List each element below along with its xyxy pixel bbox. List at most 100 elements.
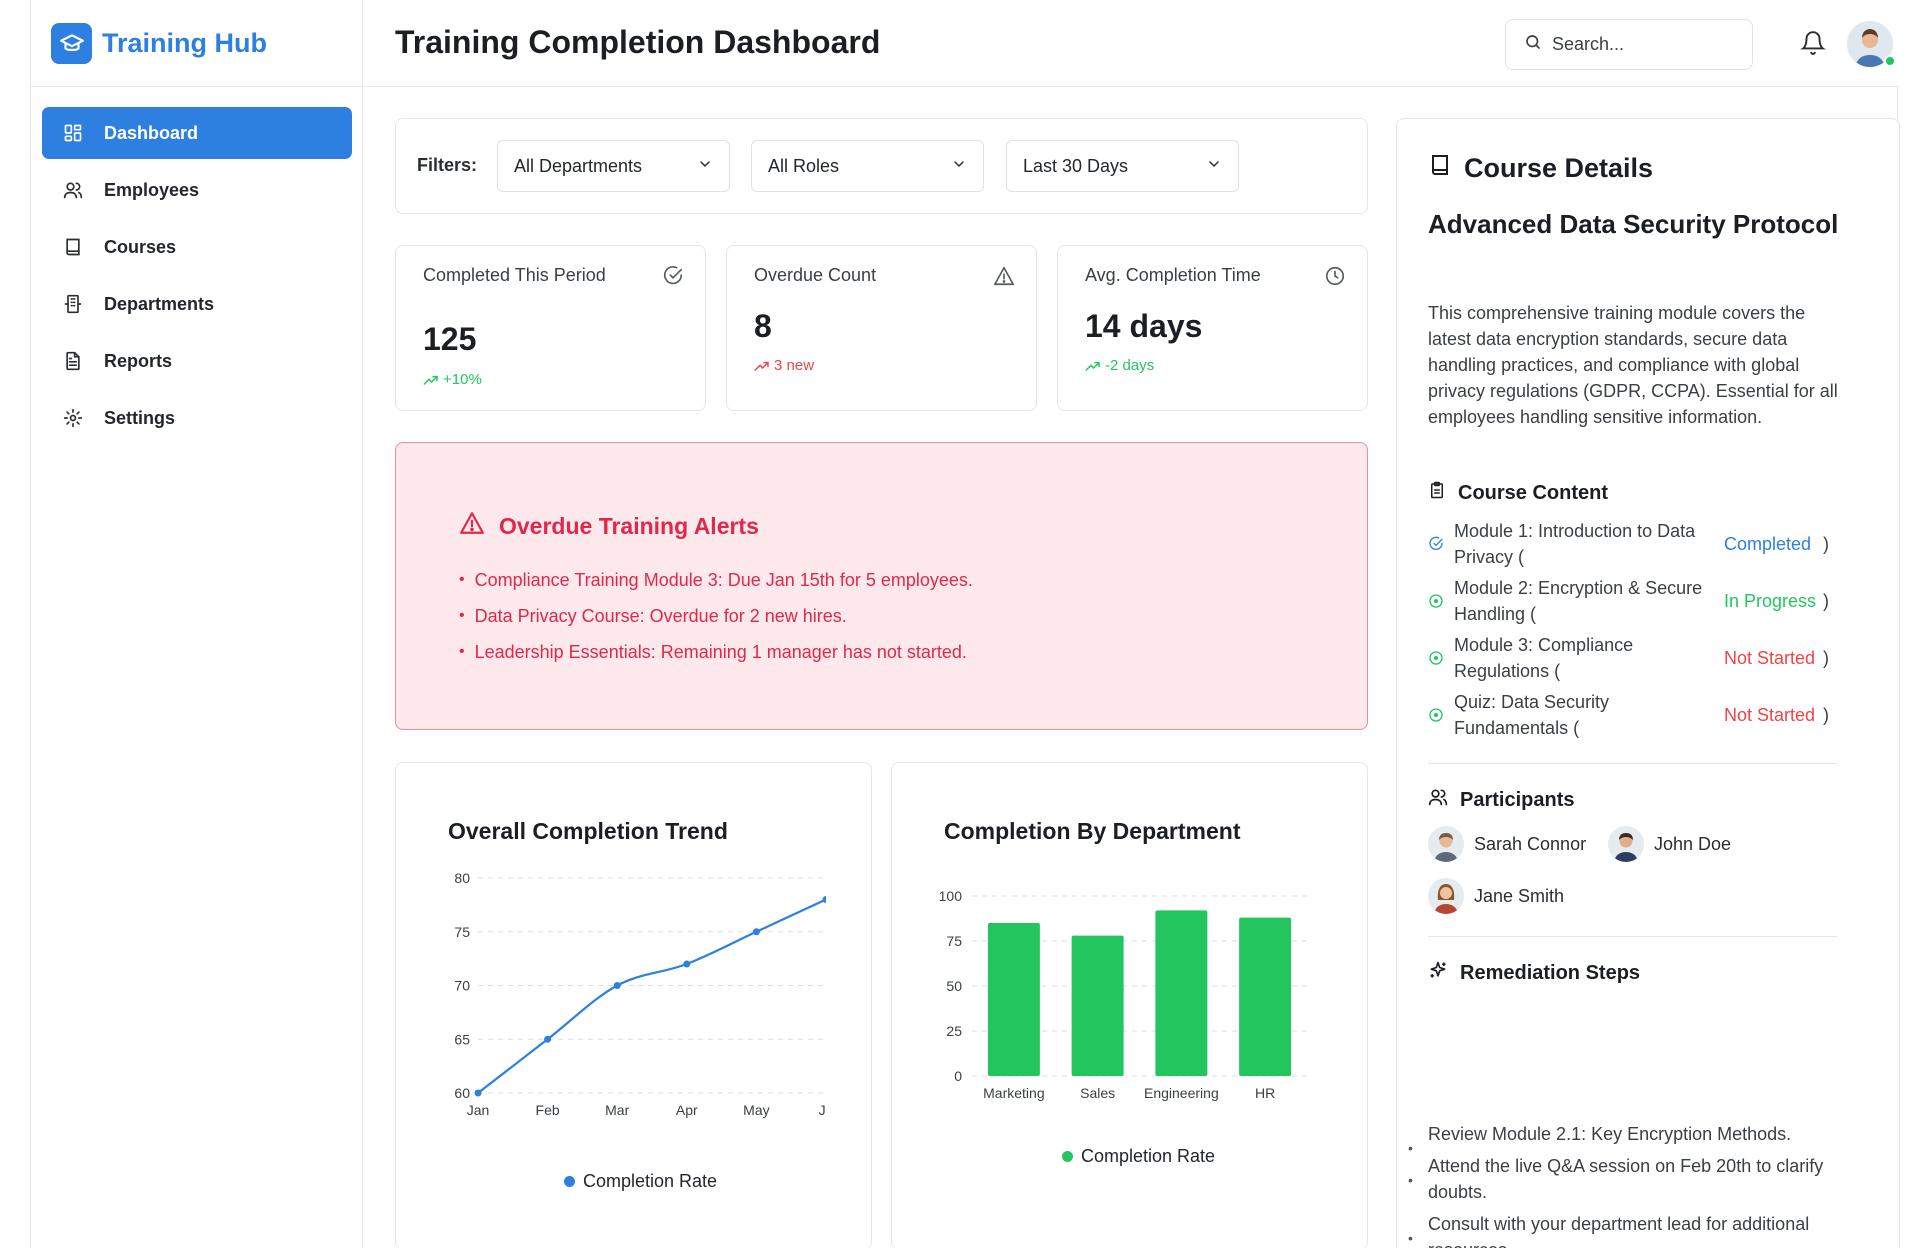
chart-title: Completion By Department [944, 818, 1241, 844]
sidebar-item-label: Dashboard [104, 122, 199, 143]
trending-up-icon [754, 361, 769, 371]
check-circle-icon [662, 265, 684, 287]
participant[interactable]: John Doe [1608, 826, 1731, 862]
kpi-title: Completed This Period [423, 265, 606, 285]
course-details-panel: Course Details Advanced Data Security Pr… [1396, 118, 1900, 1248]
remediation-step: Review Module 2.1: Key Encryption Method… [1408, 1121, 1848, 1161]
brand[interactable]: Training Hub [51, 23, 267, 64]
participant-name: Jane Smith [1474, 885, 1565, 906]
sidebar-item-label: Departments [104, 293, 215, 314]
data-point [752, 928, 760, 936]
grid-icon [62, 122, 84, 144]
circle-icon [1429, 651, 1443, 665]
department-select-value: All Departments [514, 155, 643, 176]
kpi-title: Avg. Completion Time [1085, 265, 1261, 285]
sidebar-item-label: Employees [104, 179, 200, 200]
data-point [822, 896, 826, 903]
x-tick-label: Ju [819, 1102, 826, 1118]
chart-legend: Completion Rate [564, 1171, 717, 1192]
sidebar-item-departments[interactable]: Departments [42, 278, 352, 330]
participant[interactable]: Sarah Connor [1428, 826, 1586, 862]
divider [1428, 763, 1837, 764]
x-tick-label: Mar [605, 1102, 629, 1118]
legend-swatch [564, 1176, 575, 1187]
module-item[interactable]: Module 1: Introduction to Data Privacy (… [1428, 518, 1848, 570]
alert-item: Data Privacy Course: Overdue for 2 new h… [459, 598, 973, 634]
remediation-title: Remediation Steps [1460, 961, 1641, 984]
bell-icon[interactable] [1800, 30, 1828, 58]
data-point [474, 1089, 482, 1097]
x-tick-label: Apr [676, 1102, 698, 1118]
period-select[interactable]: Last 30 Days [1006, 140, 1239, 192]
search-icon [1524, 33, 1542, 56]
module-paren: ) [1823, 647, 1829, 668]
role-select[interactable]: All Roles [751, 140, 984, 192]
top-header: Training Completion Dashboard [363, 0, 1899, 87]
module-status: Completed [1724, 534, 1812, 554]
search-input[interactable] [1552, 34, 1732, 55]
warning-icon [993, 265, 1015, 287]
sidebar-item-reports[interactable]: Reports [42, 335, 352, 387]
module-item[interactable]: Quiz: Data Security Fundamentals ( Not S… [1428, 689, 1848, 741]
module-name: Module 2: Encryption & Secure Handling ( [1454, 578, 1703, 624]
participant[interactable]: Jane Smith [1428, 878, 1564, 914]
series-line [477, 898, 826, 1094]
avatar [1608, 826, 1644, 862]
x-tick-label: Marketing [983, 1085, 1044, 1101]
kpi-delta-text: -2 days [1105, 357, 1155, 374]
graduation-cap-icon [51, 23, 92, 64]
course-details-title: Course Details [1464, 153, 1654, 183]
legend-label: Completion Rate [1081, 1146, 1216, 1166]
module-name: Module 3: Compliance Regulations ( [1454, 635, 1634, 681]
sidebar-item-settings[interactable]: Settings [42, 392, 352, 444]
sidebar-item-courses[interactable]: Courses [42, 221, 352, 273]
module-item[interactable]: Module 3: Compliance Regulations ( Not S… [1428, 632, 1848, 684]
book-icon [1428, 153, 1452, 184]
y-tick-label: 75 [454, 924, 470, 940]
kpi-delta: -2 days [1085, 357, 1154, 374]
alert-title-text: Overdue Training Alerts [499, 512, 759, 539]
y-tick-label: 65 [454, 1031, 470, 1047]
chart-title: Overall Completion Trend [448, 818, 728, 844]
kpi-delta-text: 3 new [774, 357, 815, 374]
course-content-title: Course Content [1458, 481, 1608, 504]
course-details-header: Course Details [1428, 153, 1653, 184]
kpi-delta: +10% [423, 371, 482, 388]
alert-item: Compliance Training Module 3: Due Jan 15… [459, 562, 973, 598]
legend-swatch [1062, 1151, 1073, 1162]
kpi-delta-text: +10% [443, 371, 482, 388]
y-tick-label: 25 [946, 1023, 962, 1039]
clipboard-icon [1428, 480, 1446, 506]
gear-icon [62, 407, 84, 429]
remediation-step: Consult with your department lead for ad… [1408, 1211, 1848, 1248]
module-item[interactable]: Module 2: Encryption & Secure Handling (… [1428, 575, 1848, 627]
clock-icon [1324, 265, 1346, 287]
bar [1071, 935, 1124, 1076]
module-status: Not Started [1724, 705, 1816, 725]
filters-label: Filters: [417, 155, 478, 175]
data-point [683, 960, 691, 968]
bar [1239, 917, 1292, 1076]
sidebar-item-dashboard[interactable]: Dashboard [42, 107, 352, 159]
x-tick-label: Jan [467, 1102, 490, 1118]
circle-icon [1429, 708, 1443, 722]
avatar [1428, 878, 1464, 914]
bar [1155, 910, 1208, 1076]
check-circle-icon [1429, 536, 1443, 551]
alert-item: Leadership Essentials: Remaining 1 manag… [459, 634, 973, 670]
play-circle-icon [1429, 594, 1443, 608]
file-icon [62, 350, 84, 372]
department-select[interactable]: All Departments [497, 140, 730, 192]
bar-chart-svg: 0 25 50 75 100 Marketing Sales Engineering HR [939, 888, 1307, 1101]
divider [1428, 936, 1837, 937]
sidebar-item-employees[interactable]: Employees [42, 164, 352, 216]
role-select-value: All Roles [768, 155, 840, 176]
online-status-dot [1884, 55, 1896, 67]
y-tick-label: 0 [954, 1068, 962, 1084]
module-name: Module 1: Introduction to Data Privacy ( [1454, 521, 1696, 567]
remediation-list: Review Module 2.1: Key Encryption Method… [1408, 1121, 1848, 1248]
chart-legend: Completion Rate [1062, 1146, 1215, 1167]
data-point [613, 982, 621, 989]
search-box[interactable] [1505, 19, 1753, 70]
filters-bar: Filters: All Departments All Roles Last … [395, 118, 1368, 214]
